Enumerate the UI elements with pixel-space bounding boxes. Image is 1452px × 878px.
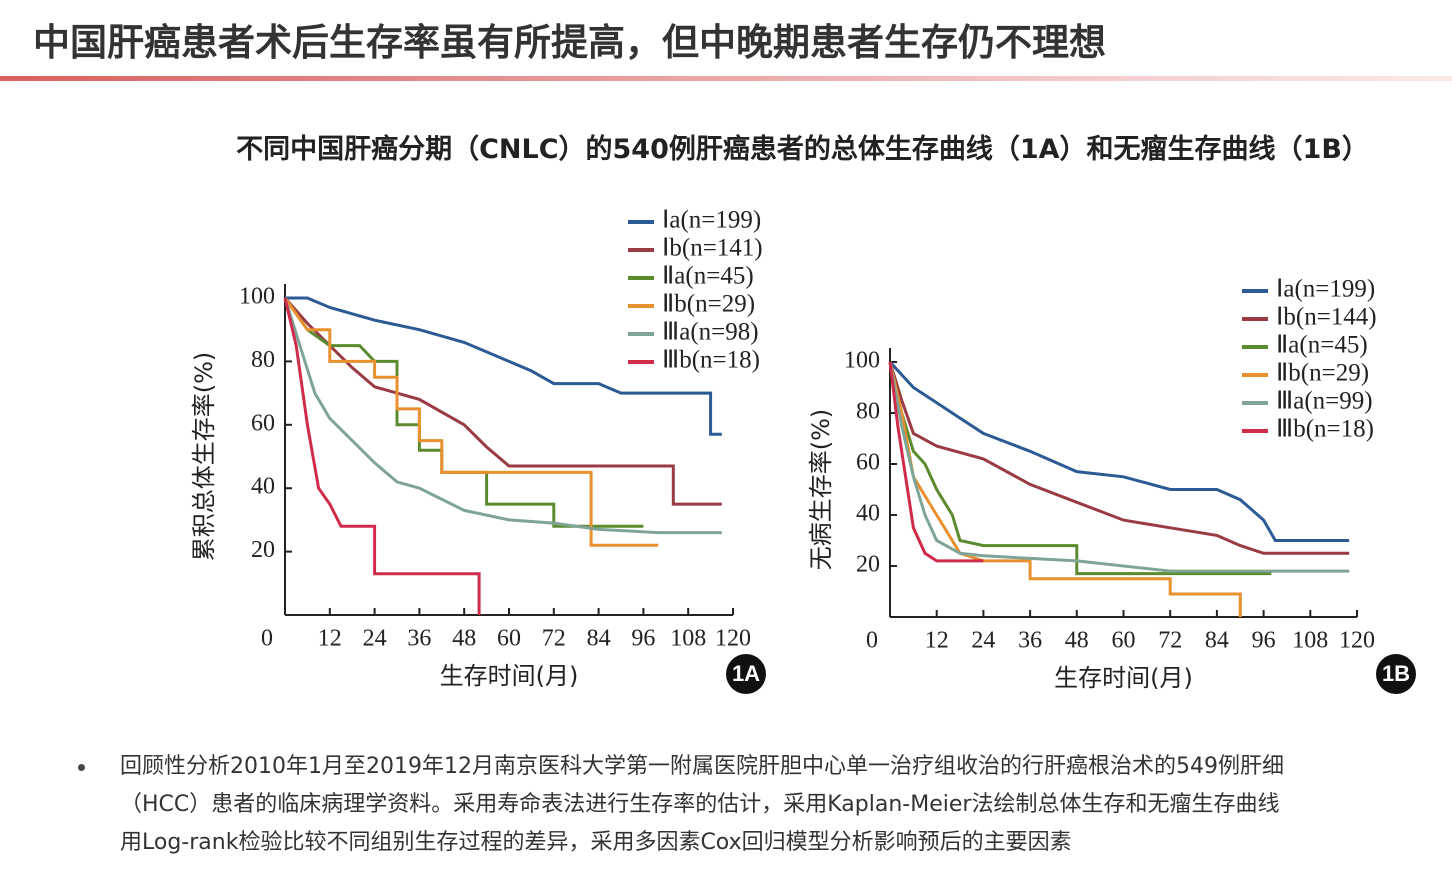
y-tick-label: 80 <box>856 399 880 425</box>
bullet-line: 用Log-rank检验比较不同组别生存过程的差异，采用多因素Cox回归模型分析影… <box>120 830 1072 855</box>
x-tick-label: 24 <box>971 628 995 654</box>
y-axis-label: 累积总体生存率(%) <box>190 352 218 562</box>
title-rule <box>0 76 1452 81</box>
y-tick-label: 80 <box>251 347 275 373</box>
x-tick-label: 12 <box>318 626 342 652</box>
x-tick-label: 24 <box>363 626 387 652</box>
slide-title: 中国肝癌患者术后生存率虽有所提高，但中晚期患者生存仍不理想 <box>33 21 1106 64</box>
x-tick-label: 36 <box>1018 628 1042 654</box>
x-tick-label: 84 <box>587 626 611 652</box>
y-tick-label: 60 <box>856 450 880 476</box>
y-tick-label: 60 <box>251 410 275 436</box>
x-tick-label: 72 <box>1158 628 1182 654</box>
figure-caption: 不同中国肝癌分期（CNLC）的540例肝癌患者的总体生存曲线（1A）和无瘤生存曲… <box>236 134 1369 165</box>
x-tick-label: 96 <box>631 626 655 652</box>
survival-curve <box>888 361 1350 555</box>
badge-circle <box>1376 654 1416 694</box>
x-tick-label: 60 <box>1112 628 1136 654</box>
survival-curve <box>283 297 481 615</box>
legend-label: Ⅱa(n=45) <box>1276 332 1368 359</box>
x-tick-label: 48 <box>452 626 476 652</box>
x-tick-label: 12 <box>925 628 949 654</box>
x-tick-label: 120 <box>1339 628 1375 654</box>
legend-label: Ⅲa(n=99) <box>1276 388 1373 415</box>
survival-curve <box>888 361 1272 576</box>
bullet-dot <box>78 764 85 771</box>
x-tick-label: 96 <box>1252 628 1276 654</box>
x-tick-label: 84 <box>1205 628 1229 654</box>
survival-curve <box>283 297 722 535</box>
x-axis-label: 生存时间(月) <box>440 662 579 690</box>
x-tick-label: 108 <box>670 626 706 652</box>
x-tick-label: 48 <box>1065 628 1089 654</box>
legend-label: Ⅰb(n=141) <box>662 235 763 262</box>
bullet-line: （HCC）患者的临床病理学资料。采用寿命表法进行生存率的估计，采用Kaplan-… <box>120 792 1280 817</box>
badge-circle <box>726 654 766 694</box>
survival-curve <box>888 361 1350 573</box>
y-tick-label: 100 <box>844 348 880 374</box>
y-tick-label: 100 <box>239 284 275 310</box>
x-tick-label: 72 <box>542 626 566 652</box>
legend-label: Ⅲb(n=18) <box>662 347 760 374</box>
x-tick-label: 108 <box>1292 628 1328 654</box>
x-axis-label: 生存时间(月) <box>1054 664 1193 692</box>
survival-curve <box>285 296 722 436</box>
legend-label: Ⅰb(n=144) <box>1276 304 1377 331</box>
y-axis-label: 无病生存率(%) <box>807 409 835 571</box>
y-tick-label: 40 <box>251 474 275 500</box>
x-tick-label: 0 <box>261 626 273 652</box>
y-tick-label: 20 <box>856 552 880 578</box>
legend-label: Ⅲb(n=18) <box>1276 416 1374 443</box>
legend-label: Ⅱa(n=45) <box>662 263 754 290</box>
survival-curve <box>888 360 1350 542</box>
legend-label: Ⅱb(n=29) <box>1276 360 1369 387</box>
y-tick-label: 20 <box>251 537 275 563</box>
legend-label: Ⅰa(n=199) <box>662 207 761 234</box>
x-tick-label: 60 <box>497 626 521 652</box>
x-tick-label: 120 <box>715 626 751 652</box>
bullet-text: 回顾性分析2010年1月至2019年12月南京医科大学第一附属医院肝胆中心单一治… <box>120 748 1452 862</box>
bullet-line: 回顾性分析2010年1月至2019年12月南京医科大学第一附属医院肝胆中心单一治… <box>120 754 1284 779</box>
legend-label: Ⅱb(n=29) <box>662 291 755 318</box>
y-tick-label: 40 <box>856 501 880 527</box>
legend-label: Ⅲa(n=98) <box>662 319 759 346</box>
badge-label: 1B <box>1382 661 1410 686</box>
x-tick-label: 36 <box>407 626 431 652</box>
survival-curve <box>283 297 659 547</box>
x-tick-label: 0 <box>866 628 878 654</box>
survival-curve <box>888 361 984 563</box>
legend-label: Ⅰa(n=199) <box>1276 276 1375 303</box>
badge-label: 1A <box>732 661 760 686</box>
